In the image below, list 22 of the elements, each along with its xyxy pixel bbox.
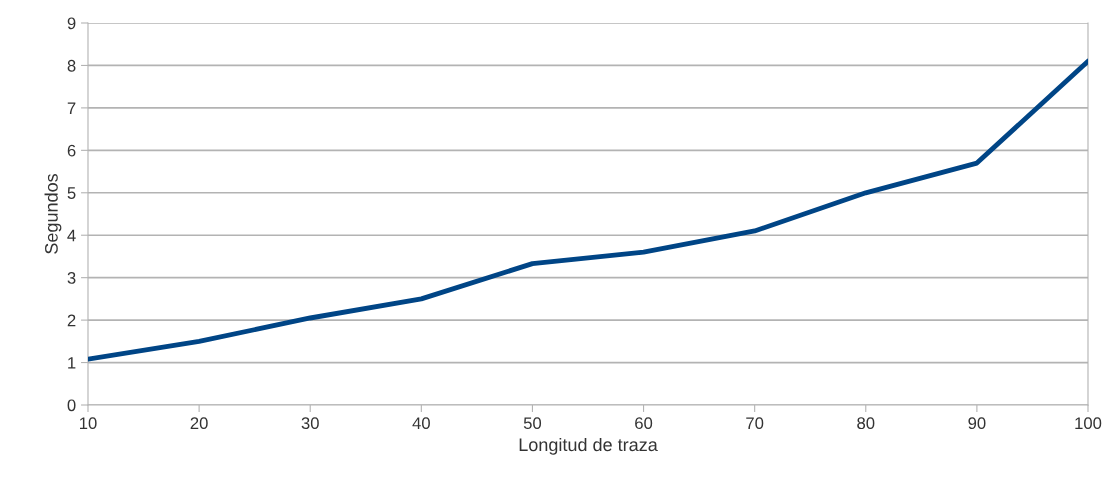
- x-tick-label: 30: [301, 417, 319, 430]
- y-axis-title: Segundos: [44, 173, 62, 254]
- x-tick-label: 70: [746, 417, 764, 430]
- y-tick-label: 7: [67, 102, 76, 114]
- y-tick-label: 5: [67, 187, 76, 199]
- y-tick-label: 8: [67, 59, 76, 72]
- x-tick-label: 20: [190, 417, 208, 430]
- y-tick-label: 0: [67, 399, 76, 412]
- y-tick-label: 3: [67, 272, 76, 284]
- x-tick-label: 50: [523, 417, 542, 430]
- x-tick-label: 90: [968, 417, 986, 430]
- y-tick-label: 9: [67, 17, 76, 30]
- y-tick-label: 1: [68, 357, 76, 369]
- y-tick-label: 4: [67, 229, 76, 242]
- x-tick-label: 60: [635, 417, 653, 430]
- x-tick-label: 80: [857, 417, 875, 430]
- x-tick-label: 10: [80, 417, 97, 430]
- y-tick-label: 6: [67, 144, 76, 157]
- x-tick-label: 100: [1075, 417, 1102, 430]
- x-axis-title: Longitud de traza: [519, 437, 658, 455]
- y-tick-label: 2: [67, 314, 76, 327]
- x-tick-label: 40: [412, 417, 430, 430]
